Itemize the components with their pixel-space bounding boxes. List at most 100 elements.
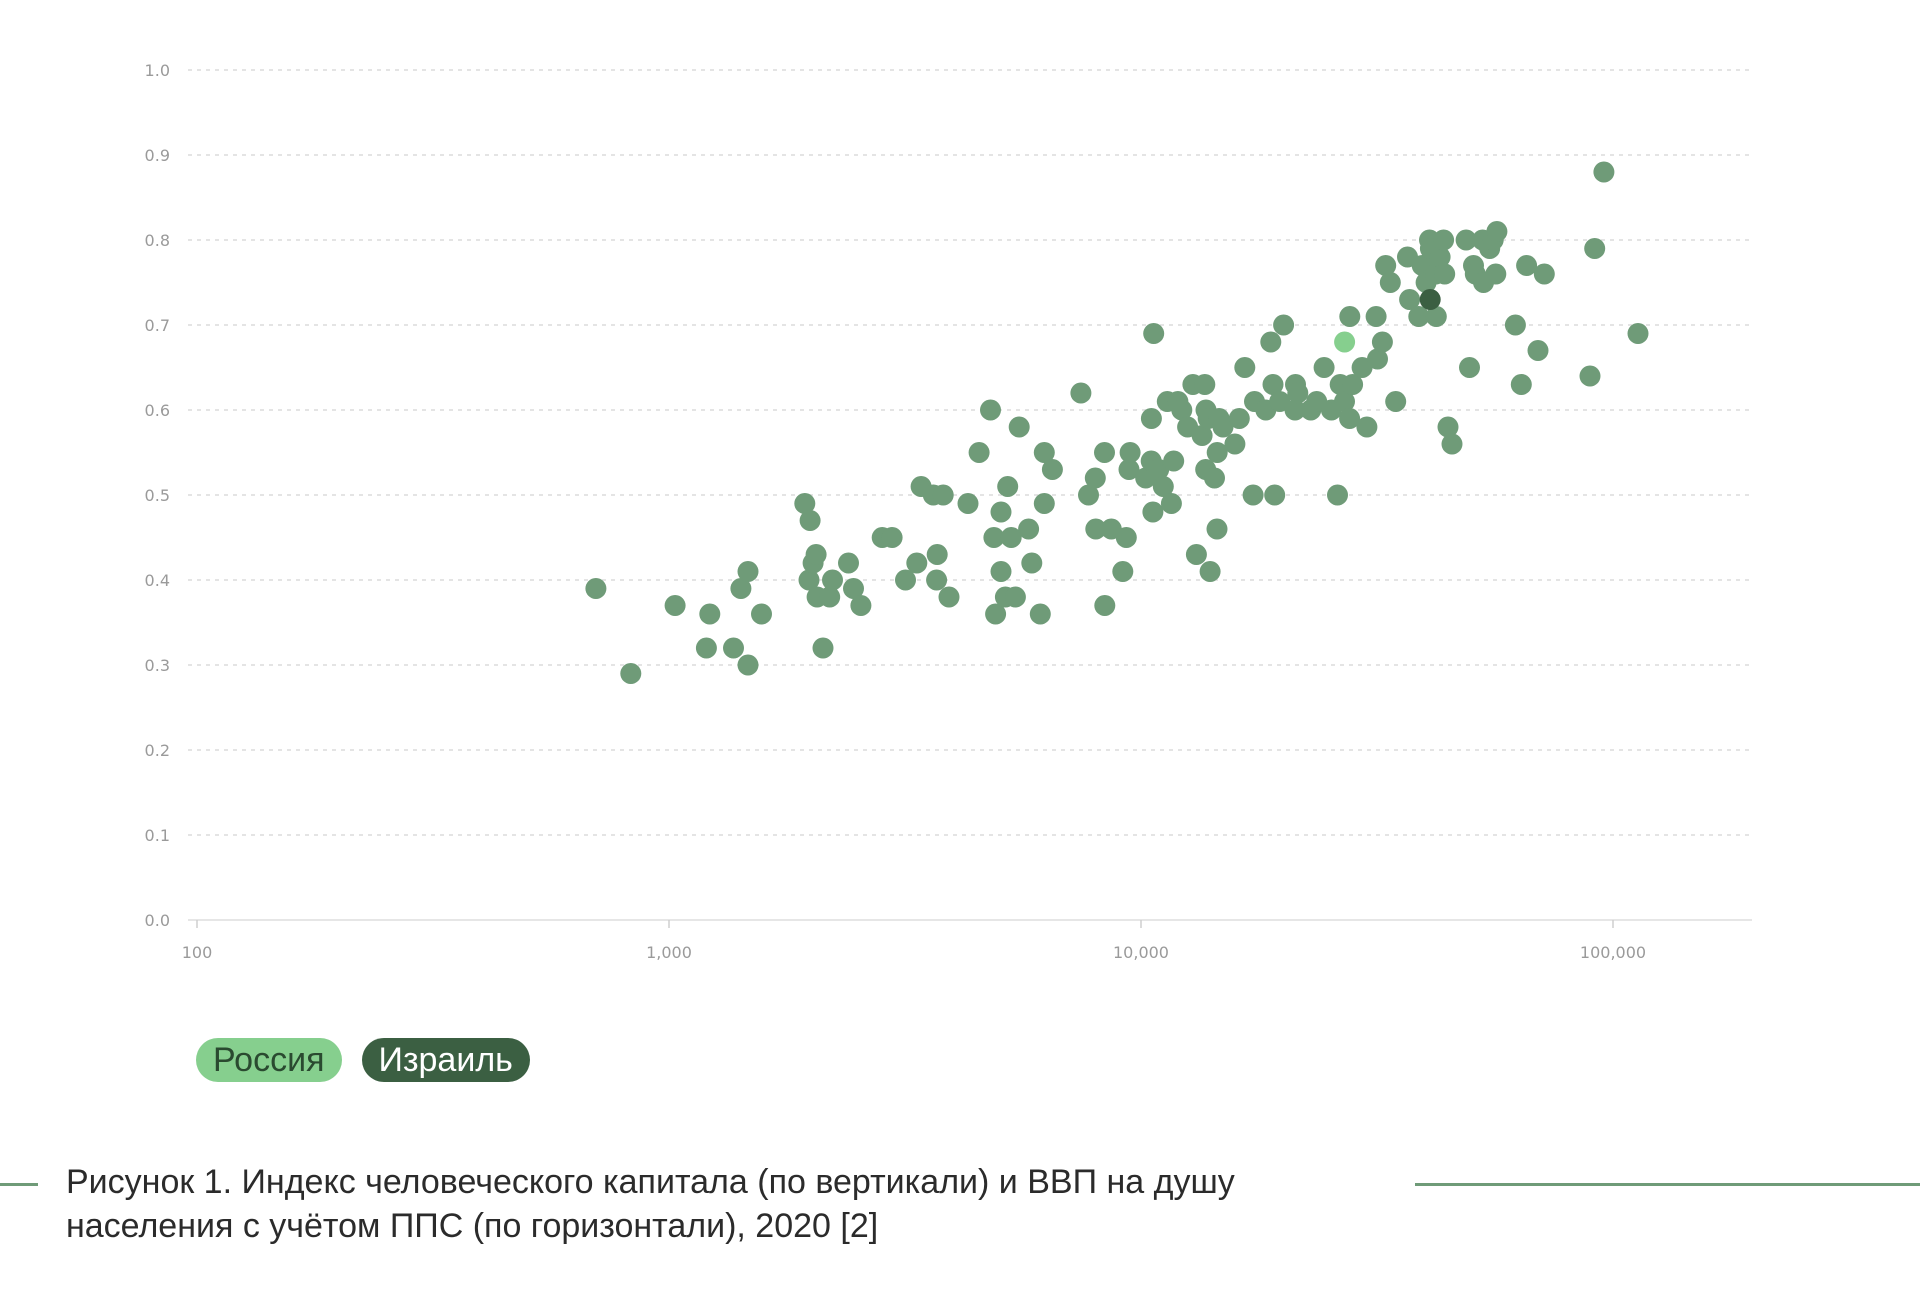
- data-point: [1070, 382, 1092, 404]
- data-point: [838, 552, 859, 574]
- data-point: [1140, 408, 1162, 429]
- data-point: [1408, 306, 1430, 327]
- data-point: [737, 654, 759, 676]
- y-tick-label: 0.9: [145, 146, 170, 165]
- data-point: [751, 603, 772, 625]
- data-point: [1029, 603, 1051, 625]
- data-point: [1485, 263, 1507, 285]
- caption-line-1: Рисунок 1. Индекс человеческого капитала…: [66, 1163, 1235, 1201]
- data-point: [737, 561, 759, 582]
- y-tick-label: 0.8: [145, 231, 170, 250]
- data-point: [1579, 365, 1601, 387]
- data-point: [1425, 306, 1447, 327]
- data-point: [805, 544, 827, 565]
- data-point: [1085, 518, 1107, 540]
- data-point: [1356, 416, 1378, 438]
- data-point: [1204, 467, 1225, 489]
- data-point: [1119, 442, 1141, 463]
- data-point: [1084, 467, 1106, 489]
- data-point: [1516, 255, 1538, 276]
- data-point: [1455, 229, 1477, 251]
- data-point: [1185, 544, 1207, 565]
- data-point: [1212, 416, 1234, 438]
- data-point: [1206, 442, 1228, 463]
- data-point: [1171, 399, 1193, 421]
- data-point: [1327, 484, 1348, 506]
- data-point: [794, 493, 816, 514]
- data-point: [1199, 561, 1221, 582]
- data-point: [1033, 442, 1055, 463]
- data-point: [1000, 527, 1022, 548]
- data-point: [906, 552, 928, 574]
- x-axis-ticks: 100 1,000 10,000 100,000: [182, 920, 1646, 962]
- data-point: [1228, 408, 1250, 429]
- data-point: [1385, 391, 1407, 412]
- data-point: [699, 603, 721, 625]
- data-point: [1429, 246, 1451, 268]
- data-point: [1269, 391, 1291, 412]
- data-point: [983, 527, 1005, 548]
- data-point: [664, 595, 686, 616]
- data-point: [1371, 331, 1393, 353]
- data-point: [1342, 374, 1364, 395]
- data-point: [723, 637, 744, 659]
- data-point: [990, 501, 1012, 523]
- legend: Россия Израиль: [196, 1038, 530, 1082]
- data-point: [938, 586, 960, 608]
- data-point: [1078, 484, 1099, 506]
- data-point: [850, 595, 872, 616]
- x-tick-label: 100: [182, 943, 213, 962]
- data-point: [1339, 306, 1361, 327]
- data-point: [1351, 357, 1373, 378]
- y-tick-label: 1.0: [145, 61, 170, 80]
- data-point: [1437, 416, 1459, 438]
- data-point: [1379, 272, 1401, 293]
- data-point: [1163, 450, 1185, 472]
- data-point: [895, 569, 916, 591]
- data-point: [812, 637, 834, 659]
- data-point: [1375, 255, 1397, 276]
- data-point: [1094, 595, 1116, 616]
- x-tick-label: 1,000: [646, 943, 692, 962]
- data-point: [1459, 357, 1480, 378]
- legend-israel: Израиль: [361, 1038, 530, 1082]
- data-point: [1004, 586, 1026, 608]
- data-point: [1334, 391, 1355, 412]
- data-point: [1094, 442, 1115, 463]
- data-point: [980, 399, 1001, 421]
- y-tick-label: 0.4: [145, 571, 170, 590]
- data-point: [1527, 340, 1549, 361]
- data-point: [1033, 493, 1055, 514]
- y-axis-ticks: 0.0 0.1 0.2 0.3 0.4 0.5 0.6 0.7 0.8 0.9 1.0: [145, 61, 170, 930]
- data-point: [1021, 552, 1043, 574]
- data-point: [1260, 331, 1282, 353]
- y-tick-label: 0.7: [145, 316, 170, 335]
- data-point: [1533, 263, 1555, 285]
- data-point: [1504, 314, 1526, 336]
- data-point: [798, 569, 820, 591]
- y-tick-label: 0.5: [145, 486, 170, 505]
- data-point: [620, 663, 642, 684]
- data-point: [1115, 527, 1137, 548]
- data-point: [990, 561, 1012, 582]
- data-point: [1367, 348, 1388, 370]
- data-point: [1365, 306, 1387, 327]
- data-point: [1264, 484, 1286, 506]
- data-point: [822, 569, 843, 591]
- data-point: [1142, 501, 1164, 523]
- data-point: [932, 484, 954, 506]
- data-point: [957, 493, 979, 514]
- highlight-point: [1419, 289, 1441, 310]
- data-point: [1339, 408, 1361, 429]
- data-point: [1008, 416, 1030, 438]
- data-point: [1224, 433, 1246, 455]
- data-point: [1433, 229, 1455, 251]
- data-point: [1118, 459, 1140, 480]
- data-point: [1284, 399, 1306, 421]
- data-point: [881, 527, 903, 548]
- y-tick-label: 0.0: [145, 911, 170, 930]
- y-tick-label: 0.1: [145, 826, 170, 845]
- data-point: [1486, 221, 1508, 242]
- figure-caption: Рисунок 1. Индекс человеческого капитала…: [66, 1160, 1366, 1248]
- data-point: [819, 586, 841, 608]
